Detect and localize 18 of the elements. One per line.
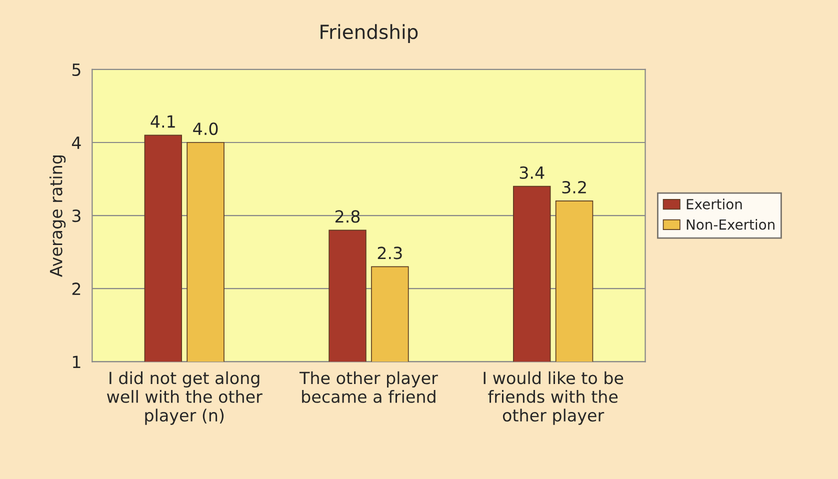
x-tick-label: The other player became a friend [299, 371, 438, 403]
x-tick-label: I would like to be friends with the other player [484, 371, 624, 425]
y-tick-label: 5 [72, 64, 80, 76]
chart-title: Friendship [320, 24, 418, 43]
y-axis-title: Average rating [49, 156, 66, 277]
data-label: 2.8 [335, 210, 360, 223]
data-label: 4.1 [150, 115, 175, 128]
y-tick-label: 4 [72, 136, 81, 149]
data-label: 3.4 [520, 166, 544, 179]
y-tick-label: 2 [72, 282, 80, 295]
legend-label: Non-Exertion [686, 219, 774, 230]
x-tick-label: I did not get along well with the other player (n) [106, 371, 262, 425]
y-tick-label: 1 [72, 356, 80, 368]
data-label: 3.2 [562, 180, 586, 194]
data-label: 4.0 [193, 122, 218, 136]
y-tick-label: 3 [72, 210, 80, 222]
data-label: 2.3 [378, 246, 402, 260]
legend-label: Exertion [686, 198, 742, 210]
